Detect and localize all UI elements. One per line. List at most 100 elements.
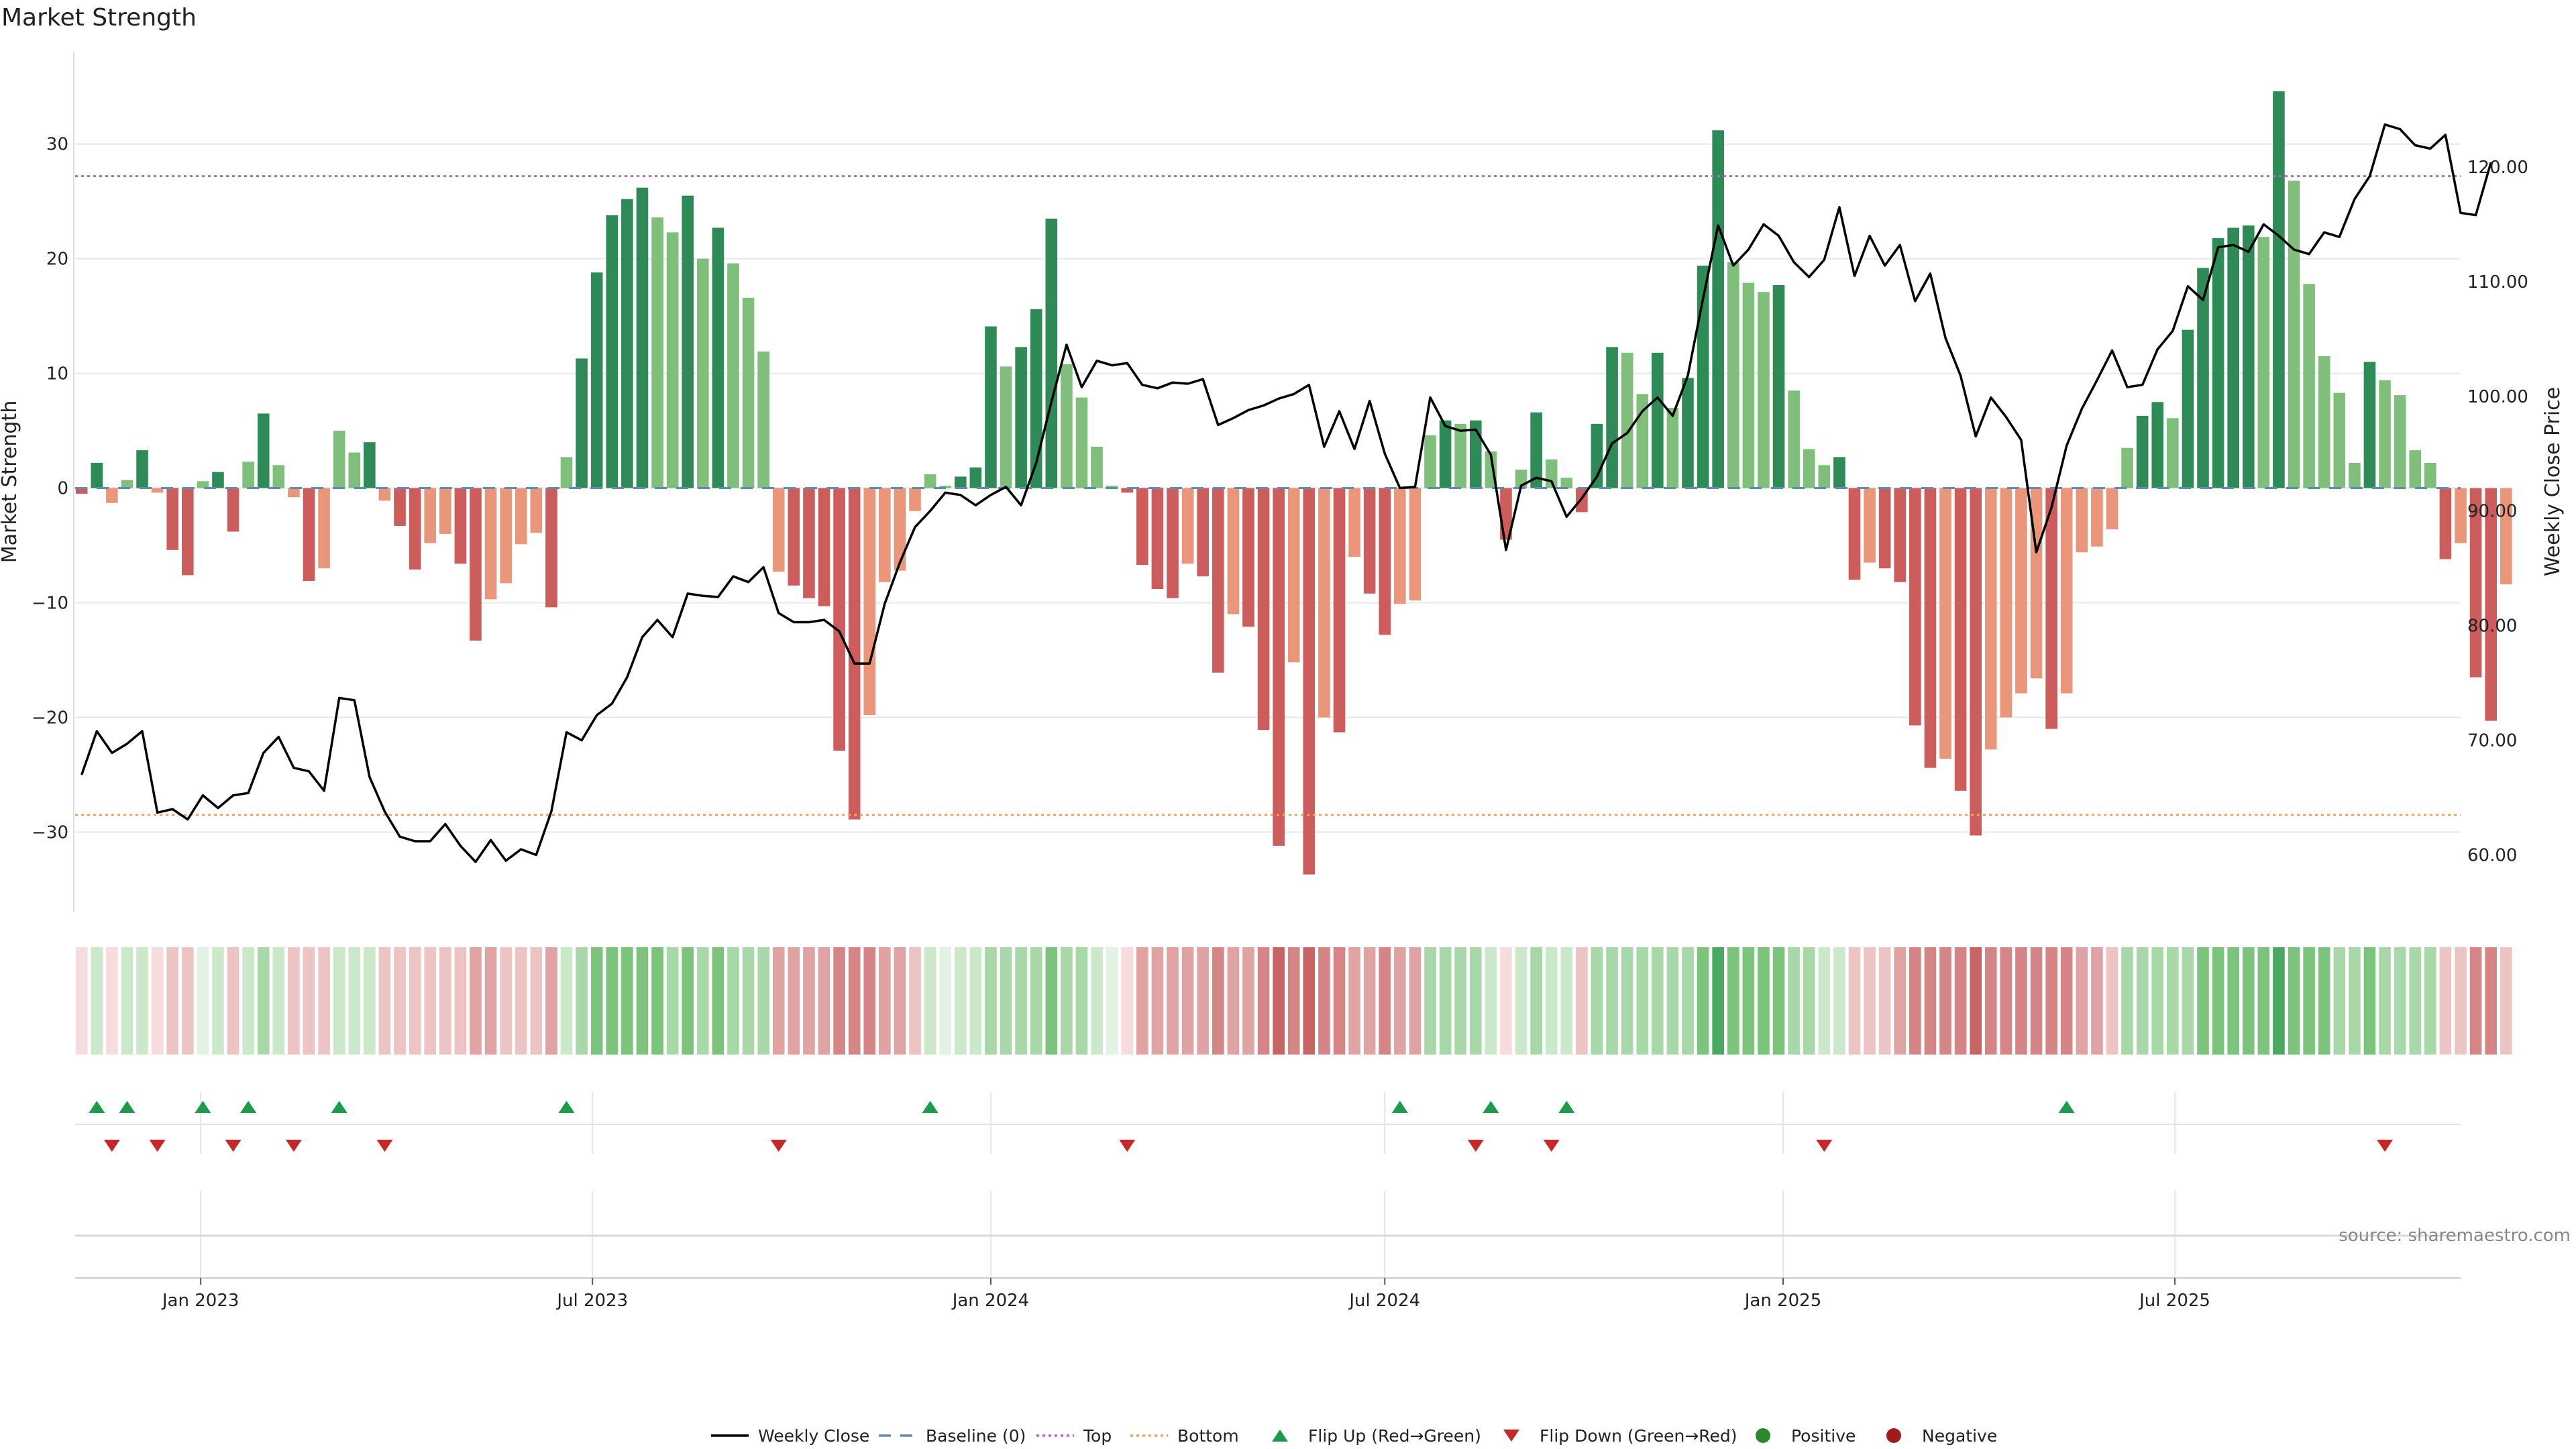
strength-bar [545,488,557,608]
strength-bar [106,488,118,503]
heat-cell [1818,947,1831,1055]
strength-bar [1758,292,1770,488]
heat-cell [2303,947,2315,1055]
strength-bar [394,488,406,526]
heat-cell [651,947,663,1055]
strength-bar [2333,392,2346,488]
heat-cell [1469,947,1482,1055]
strength-bar [1772,284,1785,488]
x-tick-label: Jul 2025 [2138,1291,2210,1311]
heat-cell [1363,947,1376,1055]
heat-cell [378,947,391,1055]
strength-bar [1015,347,1027,488]
axes: 30 20 10 0 −10 −20 −30 120.00 110.00 100.00 90.00 8… [32,52,2528,912]
heat-cell [590,947,603,1055]
heat-cell [1000,947,1012,1055]
heat-cell [2394,947,2406,1055]
heat-cell [757,947,769,1055]
legend-label: Baseline (0) [926,1426,1026,1446]
heat-cell [1682,947,1694,1055]
flip-down-marker [1816,1140,1833,1152]
heat-cell [2273,947,2285,1055]
strength-bar [818,488,830,606]
legend: Weekly Close Baseline (0) Top Bottom Flip Up… [711,1426,1997,1446]
heat-cell [2439,947,2452,1055]
strength-bar [1181,488,1194,564]
strength-bar [1045,218,1058,488]
heat-cell [1485,947,1497,1055]
strength-bar [772,488,785,572]
strength-bar [1833,457,1845,488]
heat-cell [424,947,437,1055]
strength-bar [2288,180,2300,488]
strength-bar [1984,488,1997,750]
heat-cell [863,947,876,1055]
y-left-tick-label: −10 [32,593,68,613]
heat-cell [318,947,330,1055]
strength-bar [1379,488,1391,635]
heat-cell [2257,947,2270,1055]
heat-cell [879,947,891,1055]
heat-cell [1652,947,1664,1055]
strength-bar [1530,412,1542,488]
strength-bar [2379,380,2391,488]
strength-bar [909,488,921,511]
heat-cell [666,947,679,1055]
legend-label: Bottom [1177,1426,1239,1446]
strength-bar [2076,488,2088,553]
heat-cell [439,947,451,1055]
strength-bar [969,467,982,488]
strength-bar [1242,488,1254,627]
strength-bar [364,442,376,488]
heat-cell [106,947,118,1055]
heat-cell [2045,947,2057,1055]
heat-cell [181,947,194,1055]
heat-cell [2409,947,2422,1055]
strength-bar [879,488,891,582]
legend-item: Top [1036,1426,1112,1446]
legend-item: Weekly Close [711,1426,869,1446]
heat-cell [2136,947,2149,1055]
heat-cell [1333,947,1346,1055]
heat-cell [2455,947,2467,1055]
strength-bar [1636,394,1649,488]
heat-cell [1197,947,1210,1055]
heat-cell [1409,947,1421,1055]
strength-bar [1666,407,1679,488]
strength-bar [2151,402,2164,488]
heat-cell [712,947,724,1055]
strength-bar [2257,237,2270,488]
heat-cell [484,947,497,1055]
heat-cell [1151,947,1164,1055]
y-left-tick-label: 30 [46,135,68,155]
heat-cell [682,947,694,1055]
heat-cell [1106,947,1118,1055]
y-left-tick-label: 10 [46,364,68,384]
flip-up-marker [922,1101,938,1113]
strength-bar [651,217,663,488]
strength-bar [1894,488,1907,582]
strength-bar [1682,378,1694,488]
sign-panel [75,1191,2461,1278]
y-right-tick-label: 90.00 [2467,502,2517,522]
strength-bar [2227,227,2239,488]
strength-bar [303,488,315,582]
heat-cell [1636,947,1649,1055]
heat-cell [2197,947,2209,1055]
heat-cell [257,947,270,1055]
strength-bar [2485,488,2497,721]
strength-bar [121,480,133,488]
x-tick-label: Jul 2023 [555,1291,628,1311]
flip-up-marker [119,1101,136,1113]
strength-bar [985,326,997,488]
strength-bar [712,227,724,488]
heat-cell [197,947,209,1055]
strength-bar [2273,91,2285,488]
strength-bar [2091,488,2103,547]
strength-bar [1000,366,1012,488]
y-left-tick-label: −20 [32,708,68,728]
heat-cell [1075,947,1088,1055]
strength-bar [1864,488,1876,563]
x-axis: Jan 2023 Jul 2023 Jan 2024 Jul 2024 Jan 2025… [75,1277,2461,1311]
heat-cell [2015,947,2027,1055]
